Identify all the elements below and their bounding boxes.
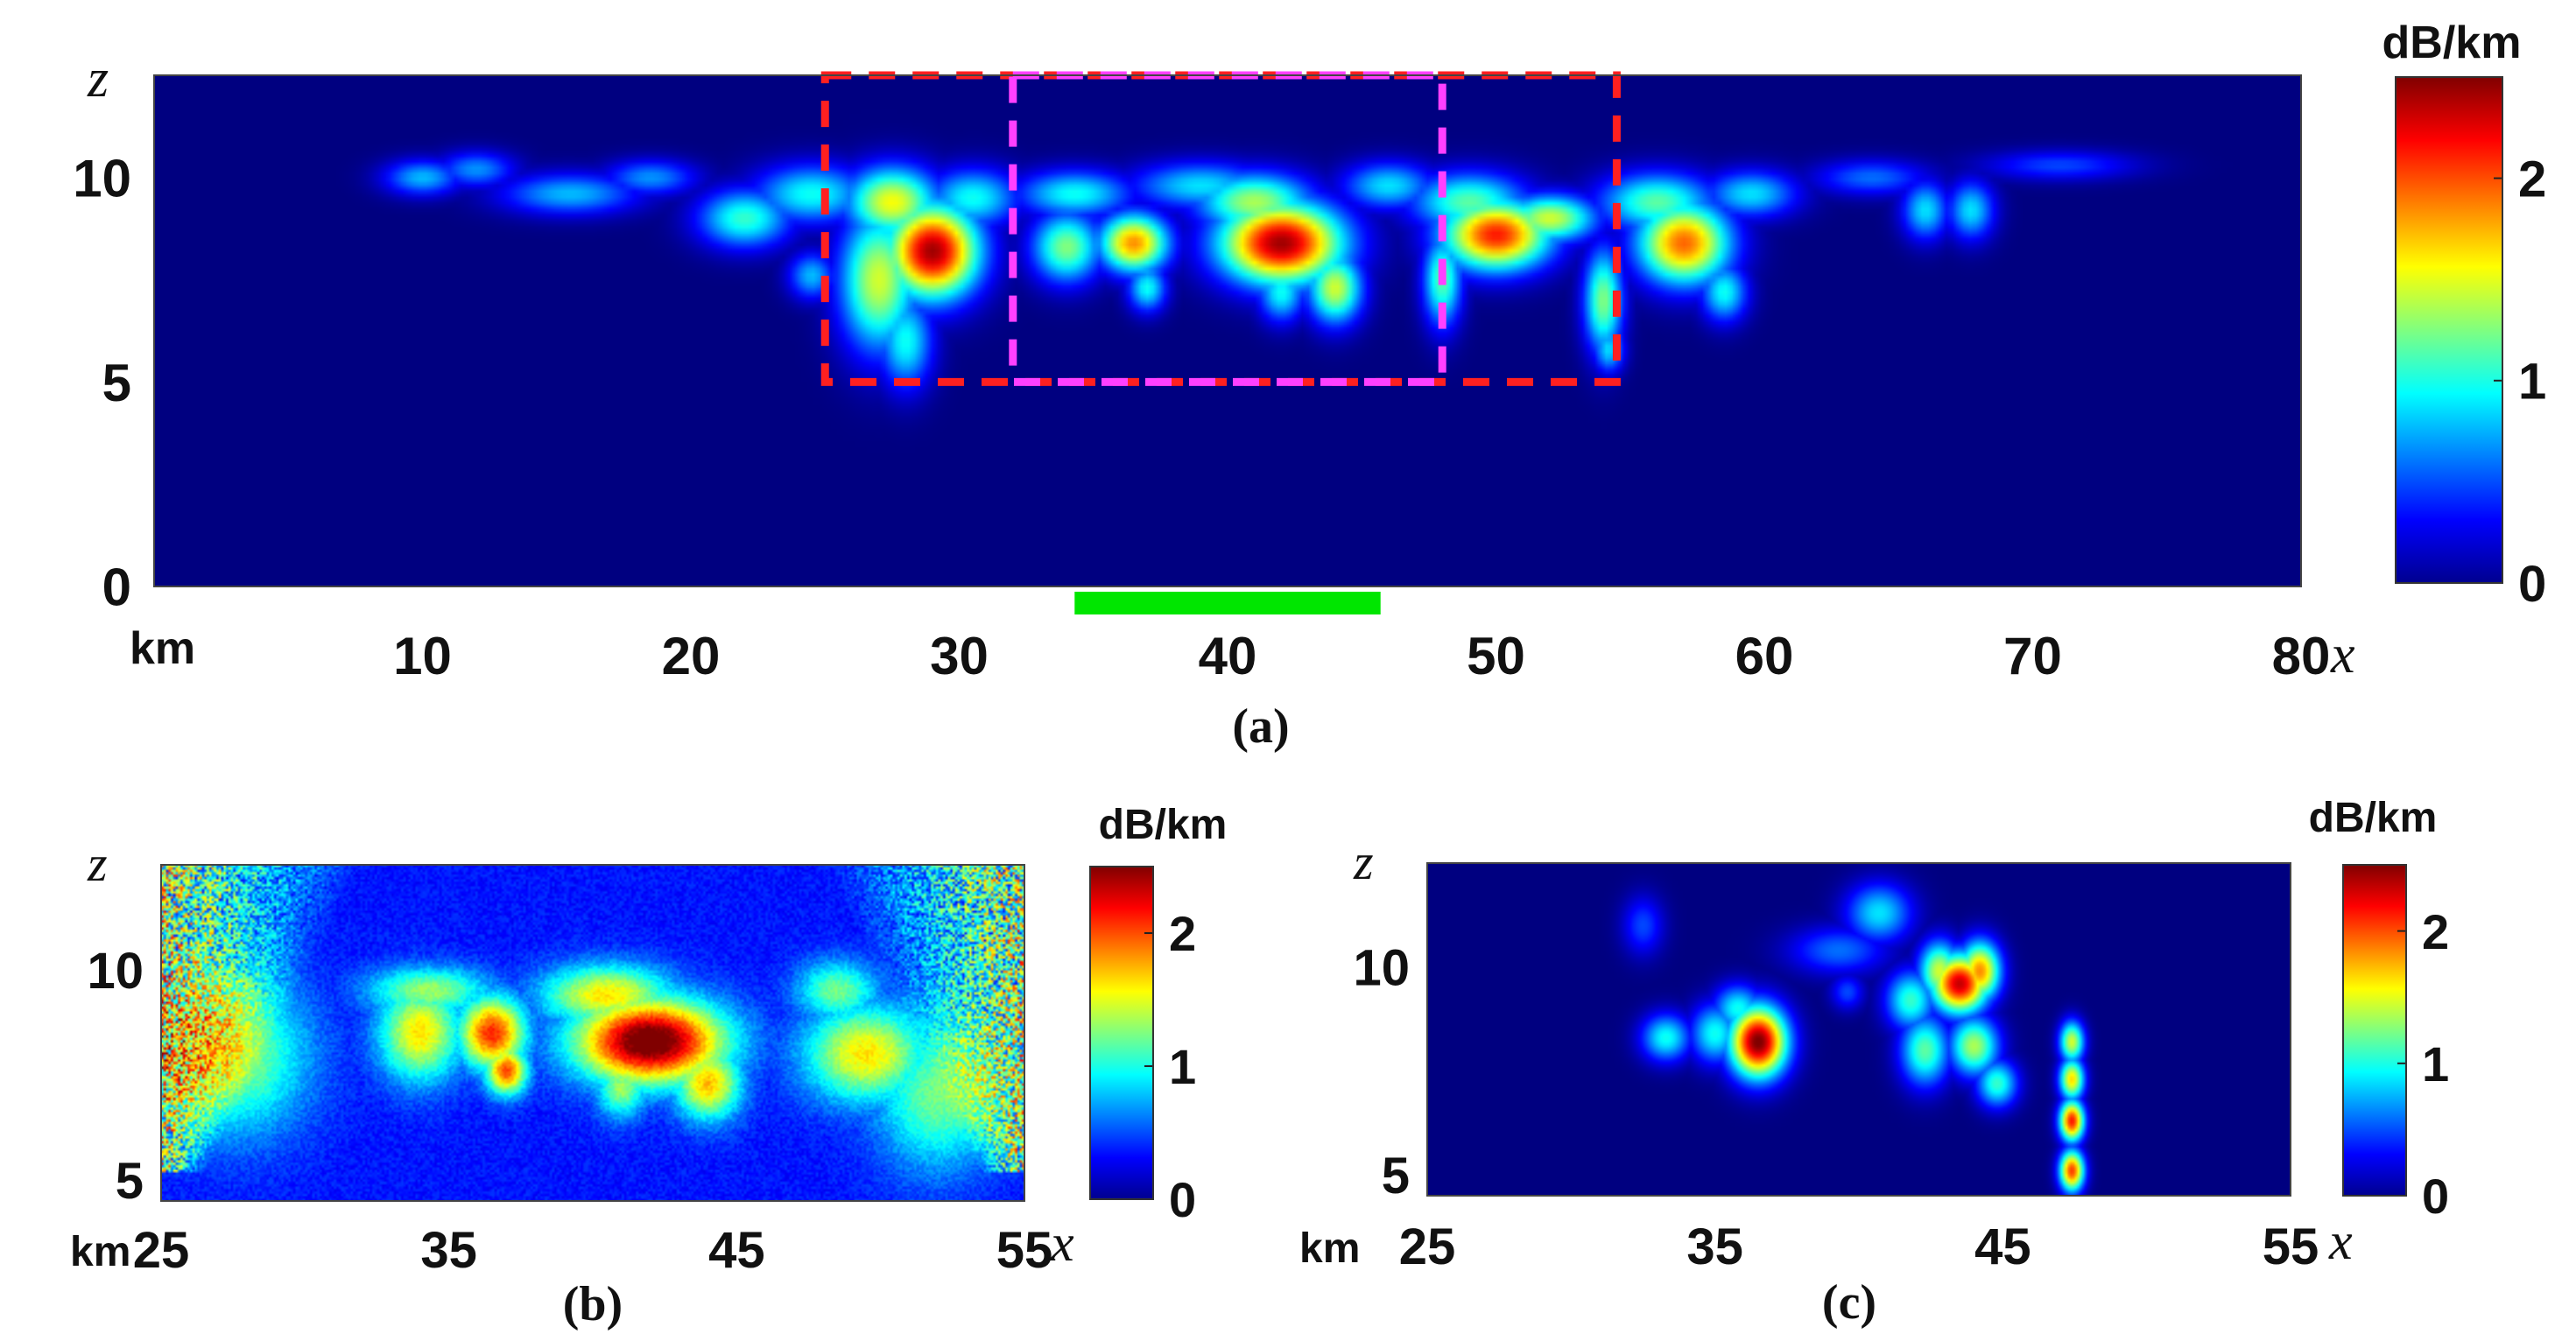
panel-c-heatmap xyxy=(1427,863,2291,1196)
panel-b: 25 35 45 55 5 10 km x z (b) 0 1 2 dB/km xyxy=(70,802,1227,1331)
panel-a-x-tick-label: 30 xyxy=(930,627,989,685)
panel-c-x-tick-label: 25 xyxy=(1399,1218,1456,1275)
panel-a-x-tick-label: 40 xyxy=(1199,627,1257,685)
panel-a-frame xyxy=(153,74,2302,587)
panel-b-caption: (b) xyxy=(563,1277,623,1331)
panel-b-x-unit: km xyxy=(70,1229,130,1275)
panel-a-heatmap xyxy=(154,75,2301,586)
panel-c-colorbar-ticks: 0 1 2 xyxy=(2342,864,2449,1224)
panel-b-colorbar xyxy=(1090,867,1153,1199)
panel-c-x-tick-label: 45 xyxy=(1974,1218,2031,1275)
panel-a-x-tick-label: 80 xyxy=(2272,627,2331,685)
panel-a-caption: (a) xyxy=(1232,699,1289,754)
panel-b-colorbar-tick-label: 2 xyxy=(1169,906,1196,961)
panel-c-y-ticks: 5 10 xyxy=(1353,940,1410,1205)
panel-a-green-bar xyxy=(1074,592,1381,614)
panel-c-z-symbol: z xyxy=(1353,833,1374,890)
panel-c-caption: (c) xyxy=(1822,1275,1876,1330)
panel-b-colorbar-frame xyxy=(1089,866,1154,1200)
panel-c-x-tick-label: 55 xyxy=(2263,1218,2319,1275)
panel-c-y-tick-label: 10 xyxy=(1353,940,1410,997)
panel-a-x-tick-label: 50 xyxy=(1467,627,1525,685)
panel-a-x-tick-label: 70 xyxy=(2003,627,2062,685)
panel-a-y-tick-label: 0 xyxy=(102,558,131,617)
panel-b-colorbar-tick-label: 0 xyxy=(1169,1172,1196,1227)
panel-a-y-ticks: 0 5 10 xyxy=(73,149,131,616)
panel-c-colorbar-tick-label: 1 xyxy=(2422,1036,2449,1092)
panel-b-heatmap xyxy=(161,865,1024,1201)
panel-a-colorbar xyxy=(2396,77,2502,583)
panel-c-x-ticks: 25 35 45 55 xyxy=(1399,1218,2319,1275)
panel-c-x-symbol: x xyxy=(2328,1212,2353,1270)
panel-a-x-tick-label: 10 xyxy=(393,627,452,685)
panel-c-colorbar-frame xyxy=(2342,864,2407,1197)
panel-a-colorbar-tick-label: 2 xyxy=(2518,151,2546,207)
panel-a-y-tick-label: 5 xyxy=(102,354,131,412)
panel-a-x-symbol: x xyxy=(2330,625,2355,685)
panel-b-z-symbol: z xyxy=(87,835,108,892)
panel-b-y-tick-label: 5 xyxy=(116,1153,144,1210)
panel-a-x-tick-label: 20 xyxy=(662,627,721,685)
panel-a-z-symbol: z xyxy=(87,49,109,109)
panel-c-y-tick-label: 5 xyxy=(1382,1148,1410,1204)
panel-c-colorbar-tick-label: 0 xyxy=(2422,1169,2449,1224)
panel-b-x-tick-label: 35 xyxy=(420,1222,477,1279)
panel-c-colorbar-tick-label: 2 xyxy=(2422,904,2449,959)
panel-a-colorbar-tick-label: 1 xyxy=(2518,354,2546,411)
panel-b-x-tick-label: 45 xyxy=(708,1222,765,1279)
panel-b-y-ticks: 5 10 xyxy=(87,943,144,1210)
panel-a-colorbar-tick-label: 0 xyxy=(2518,556,2546,613)
panel-a-x-tick-label: 60 xyxy=(1735,627,1794,685)
panel-a-x-unit: km xyxy=(130,623,195,674)
panel-b-x-tick-label: 25 xyxy=(133,1222,190,1279)
panel-b-x-ticks: 25 35 45 55 xyxy=(133,1222,1053,1279)
panel-a-colorbar-unit: dB/km xyxy=(2382,18,2522,68)
panel-c-frame xyxy=(1426,862,2291,1197)
panel-b-colorbar-unit: dB/km xyxy=(1099,802,1228,848)
panel-a-y-tick-label: 10 xyxy=(73,149,131,207)
panel-c-colorbar-unit: dB/km xyxy=(2309,795,2438,841)
panel-c-x-tick-label: 35 xyxy=(1686,1218,1743,1275)
panel-b-x-symbol: x xyxy=(1050,1214,1074,1272)
panel-c: 25 35 45 55 5 10 km x z (c) 0 1 2 dB/km xyxy=(1299,795,2449,1330)
panel-c-x-unit: km xyxy=(1299,1225,1360,1272)
panel-b-colorbar-ticks: 0 1 2 xyxy=(1089,866,1196,1227)
panel-a-x-ticks: 10 20 30 40 50 60 70 80 xyxy=(393,627,2330,685)
panel-a-magenta-box xyxy=(1009,71,1446,386)
panel-a-magenta-box-outline xyxy=(1009,71,1446,386)
panel-a-colorbar-frame xyxy=(2395,76,2503,584)
panel-b-y-tick-label: 10 xyxy=(87,943,144,1000)
panel-b-colorbar-tick-label: 1 xyxy=(1169,1039,1196,1094)
panel-b-frame xyxy=(160,864,1025,1202)
panel-c-colorbar xyxy=(2343,865,2406,1196)
panel-b-x-tick-label: 55 xyxy=(996,1222,1053,1279)
panel-a: 10 20 30 40 50 60 70 80 0 5 10 km x z (a) 0 1 2 dB/… xyxy=(73,18,2546,754)
panel-a-colorbar-ticks: 0 1 2 xyxy=(2395,76,2546,613)
